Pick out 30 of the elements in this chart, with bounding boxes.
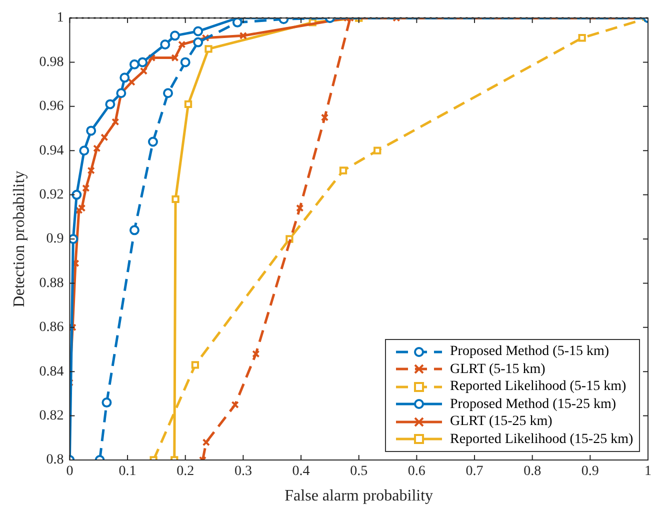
y-tick-label: 0.88 [39,276,64,291]
x-tick-label: 0.3 [234,464,252,480]
x-tick-label: 1 [644,464,652,480]
y-tick-label: 0.9 [46,232,64,247]
x-tick-label: 0.2 [176,464,194,480]
x-tick-label: 0.8 [524,464,542,480]
legend-label: Reported Likelihood (5-15 km) [450,378,626,396]
x-tick-label: 0 [66,464,74,480]
y-tick-label: 0.96 [39,99,64,114]
x-tick-label: 0.4 [292,464,310,480]
y-tick-label: 0.8 [46,452,64,468]
legend-label: GLRT (5-15 km) [450,360,546,378]
y-tick-label: 0.92 [39,187,64,202]
x-tick-label: 0.5 [350,464,368,480]
y-tick-label: 0.84 [39,364,64,380]
y-tick-label: 0.86 [39,320,64,336]
legend-label: Reported Likelihood (15-25 km) [450,430,634,448]
x-tick-label: 0.6 [408,464,426,480]
y-tick-label: 0.94 [39,143,64,158]
legend-label: Proposed Method (15-25 km) [450,396,616,413]
y-axis-title: Detection probability [10,170,28,308]
x-tick-label: 0.9 [581,464,599,480]
x-tick-label: 0.7 [466,464,484,480]
x-axis-title: False alarm probability [284,488,434,505]
legend-label: GLRT (15-25 km) [450,413,552,430]
x-tick-label: 0.1 [118,464,136,480]
legend-label: Proposed Method (5-15 km) [450,343,610,360]
y-tick-label: 0.98 [39,54,64,70]
y-tick-label: 0.82 [39,408,64,424]
y-tick-label: 1 [56,10,64,26]
